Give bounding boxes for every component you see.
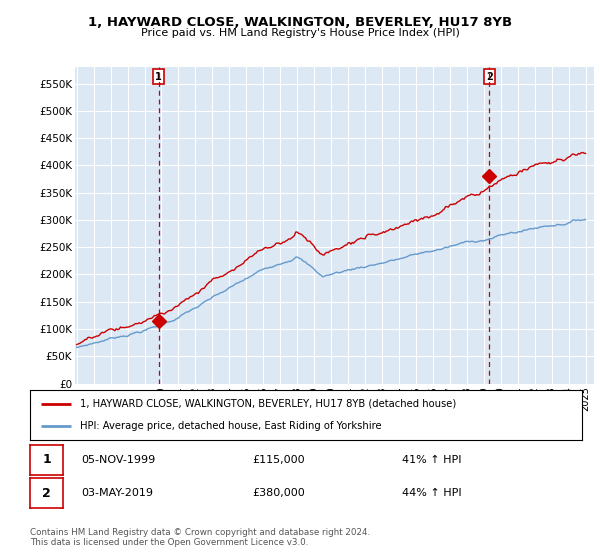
Text: 2: 2 [486, 72, 493, 82]
Text: £380,000: £380,000 [252, 488, 305, 498]
Text: 03-MAY-2019: 03-MAY-2019 [81, 488, 153, 498]
Text: Contains HM Land Registry data © Crown copyright and database right 2024.
This d: Contains HM Land Registry data © Crown c… [30, 528, 370, 547]
Text: 1: 1 [42, 453, 51, 466]
Text: Price paid vs. HM Land Registry's House Price Index (HPI): Price paid vs. HM Land Registry's House … [140, 28, 460, 38]
Text: 1, HAYWARD CLOSE, WALKINGTON, BEVERLEY, HU17 8YB (detached house): 1, HAYWARD CLOSE, WALKINGTON, BEVERLEY, … [80, 399, 456, 409]
Text: 2: 2 [42, 487, 51, 500]
Text: HPI: Average price, detached house, East Riding of Yorkshire: HPI: Average price, detached house, East… [80, 421, 382, 431]
Text: 1, HAYWARD CLOSE, WALKINGTON, BEVERLEY, HU17 8YB: 1, HAYWARD CLOSE, WALKINGTON, BEVERLEY, … [88, 16, 512, 29]
Text: 1: 1 [155, 72, 162, 82]
Text: 41% ↑ HPI: 41% ↑ HPI [402, 455, 461, 465]
Text: 05-NOV-1999: 05-NOV-1999 [81, 455, 155, 465]
Text: 44% ↑ HPI: 44% ↑ HPI [402, 488, 461, 498]
Text: £115,000: £115,000 [252, 455, 305, 465]
